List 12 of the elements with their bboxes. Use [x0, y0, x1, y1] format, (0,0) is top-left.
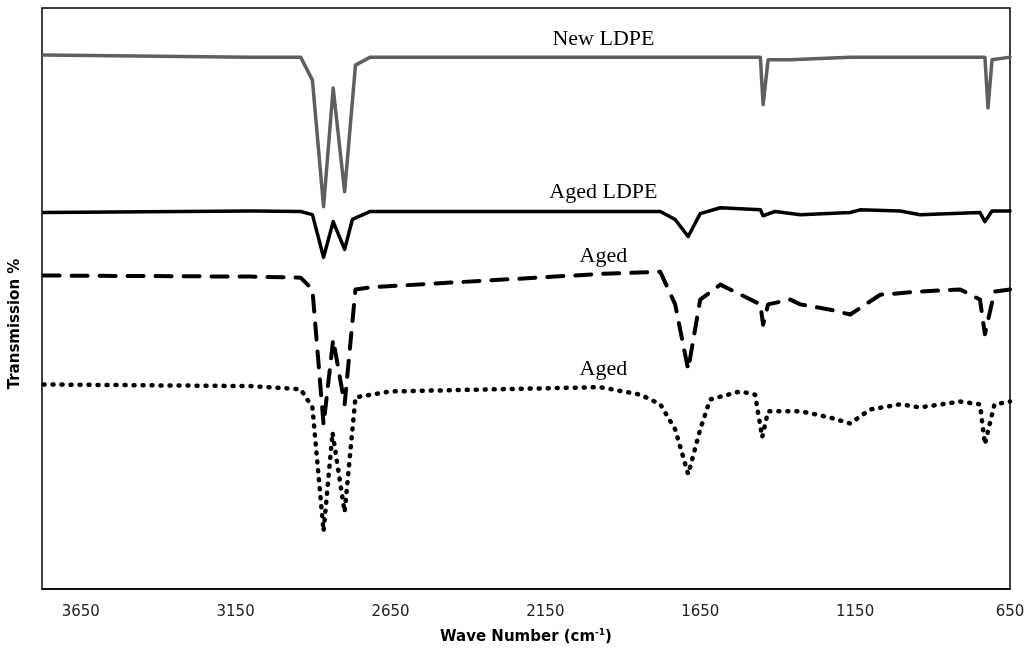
- x-tick-label: 650: [995, 601, 1025, 620]
- x-tick-label: 2650: [371, 601, 410, 620]
- x-tick-label: 2150: [526, 601, 565, 620]
- series-label: Aged LDPE: [549, 178, 658, 204]
- series-label: Aged: [579, 354, 628, 380]
- x-tick-label: 1650: [681, 601, 720, 620]
- x-tick-label: 3650: [61, 601, 100, 620]
- y-axis-title: Transmission %: [4, 258, 23, 390]
- x-tick-label: 3150: [216, 601, 255, 620]
- x-tick-label: 1150: [836, 601, 875, 620]
- series-label: New LDPE: [552, 25, 655, 51]
- series-label: Aged: [579, 242, 628, 268]
